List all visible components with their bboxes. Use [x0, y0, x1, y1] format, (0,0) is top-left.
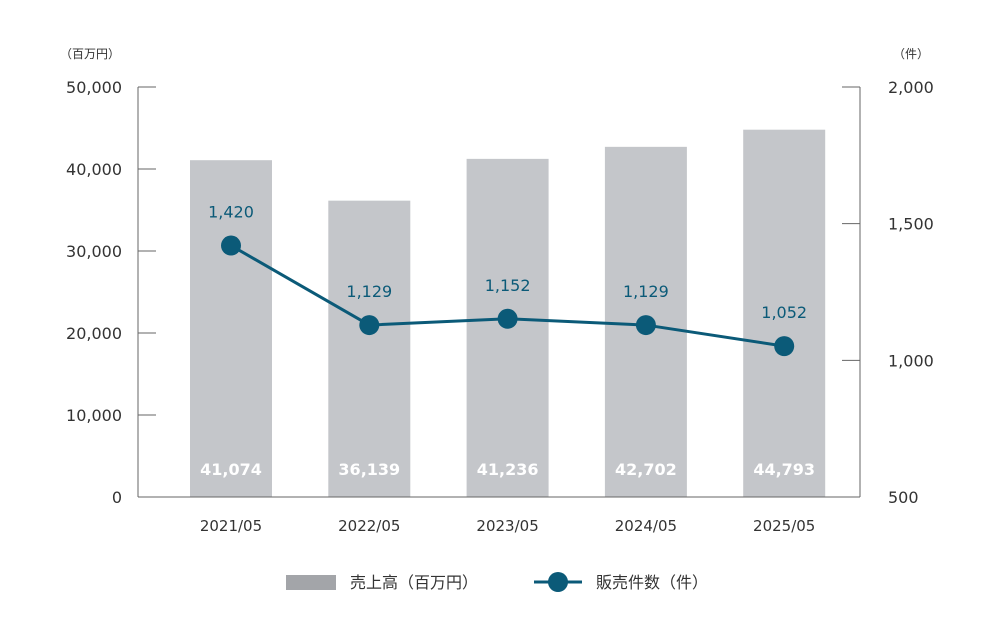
- line-data-label: 1,052: [761, 303, 807, 322]
- left-tick-label: 40,000: [66, 160, 122, 179]
- legend-line-label: 販売件数（件）: [596, 573, 708, 592]
- right-axis-unit: （件）: [893, 47, 929, 61]
- bar-2022/05: [328, 200, 411, 497]
- line-data-label: 1,420: [208, 203, 254, 222]
- x-tick-label: 2022/05: [338, 517, 400, 535]
- line-point-2022/05: [359, 315, 380, 336]
- left-tick-label: 0: [112, 488, 122, 507]
- bar-data-label: 44,793: [753, 460, 815, 479]
- left-tick-label: 50,000: [66, 78, 122, 97]
- line-point-2023/05: [497, 308, 518, 329]
- left-tick-label: 20,000: [66, 324, 122, 343]
- left-axis-unit: （百万円）: [60, 47, 120, 61]
- x-tick-label: 2023/05: [476, 517, 538, 535]
- bar-data-label: 42,702: [615, 460, 677, 479]
- legend-bar-label: 売上高（百万円）: [350, 573, 478, 592]
- x-tick-label: 2024/05: [615, 517, 677, 535]
- right-tick-label: 1,500: [888, 215, 934, 234]
- left-tick-label: 30,000: [66, 242, 122, 261]
- line-point-2021/05: [221, 235, 241, 256]
- right-tick-label: 1,000: [888, 351, 934, 370]
- bar-data-label: 41,074: [200, 460, 262, 479]
- right-tick-label: 2,000: [888, 78, 934, 97]
- line-data-label: 1,129: [346, 282, 392, 301]
- line-point-2024/05: [635, 315, 656, 336]
- bar-2025/05: [743, 129, 826, 498]
- line-data-label: 1,152: [485, 276, 531, 295]
- legend-bar-swatch: [286, 575, 336, 590]
- left-tick-label: 10,000: [66, 406, 122, 425]
- bar-2021/05: [190, 160, 272, 497]
- legend-line-marker: [548, 572, 568, 592]
- bar-data-label: 36,139: [338, 460, 400, 479]
- right-tick-label: 500: [888, 488, 919, 507]
- x-tick-label: 2021/05: [200, 517, 262, 535]
- bar-data-label: 41,236: [477, 460, 539, 479]
- x-tick-label: 2025/05: [753, 517, 815, 535]
- line-point-2025/05: [774, 336, 795, 357]
- line-data-label: 1,129: [623, 282, 669, 301]
